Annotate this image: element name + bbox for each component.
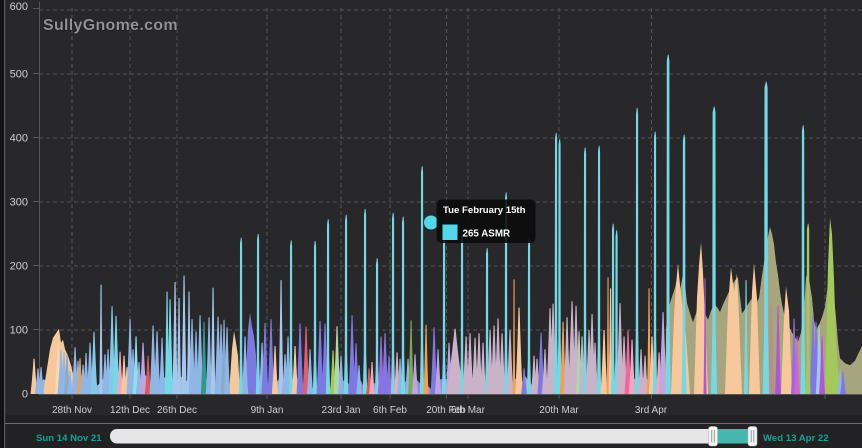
svg-text:Wed 13 Apr 22: Wed 13 Apr 22 bbox=[763, 433, 829, 444]
svg-text:500: 500 bbox=[10, 69, 28, 81]
svg-text:600: 600 bbox=[10, 1, 28, 13]
svg-text:0: 0 bbox=[22, 389, 28, 401]
svg-text:9th Jan: 9th Jan bbox=[251, 405, 284, 416]
svg-text:100: 100 bbox=[10, 325, 28, 337]
svg-text:12th Dec: 12th Dec bbox=[110, 405, 150, 416]
svg-text:Sun 14 Nov 21: Sun 14 Nov 21 bbox=[36, 433, 102, 444]
svg-text:20th Feb: 20th Feb bbox=[426, 405, 466, 416]
svg-text:20th Mar: 20th Mar bbox=[539, 405, 579, 416]
svg-text:Tue February 15th: Tue February 15th bbox=[443, 205, 526, 216]
svg-text:23rd Jan: 23rd Jan bbox=[322, 405, 361, 416]
svg-text:26th Dec: 26th Dec bbox=[157, 405, 197, 416]
svg-text:SullyGnome.com: SullyGnome.com bbox=[43, 17, 178, 34]
svg-text:200: 200 bbox=[10, 261, 28, 273]
svg-text:3rd Apr: 3rd Apr bbox=[635, 405, 668, 416]
svg-text:300: 300 bbox=[10, 197, 28, 209]
svg-text:265 ASMR: 265 ASMR bbox=[463, 229, 511, 240]
svg-text:400: 400 bbox=[10, 133, 28, 145]
svg-text:6th Mar: 6th Mar bbox=[451, 405, 486, 416]
svg-text:28th Nov: 28th Nov bbox=[52, 405, 92, 416]
svg-text:6th Feb: 6th Feb bbox=[373, 405, 407, 416]
